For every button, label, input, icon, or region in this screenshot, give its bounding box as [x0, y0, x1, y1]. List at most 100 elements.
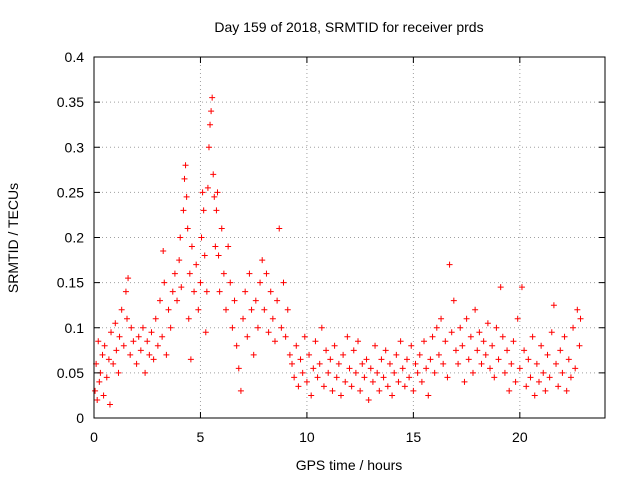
- data-point: [570, 324, 577, 331]
- data-point: [128, 324, 135, 331]
- data-point: [237, 387, 244, 394]
- data-point: [130, 338, 137, 345]
- data-point: [215, 252, 222, 259]
- data-point: [395, 378, 402, 385]
- data-point: [106, 401, 113, 408]
- data-point: [367, 365, 374, 372]
- x-tick-label: 15: [406, 429, 422, 445]
- data-point: [214, 189, 221, 196]
- data-point: [139, 324, 146, 331]
- data-point: [198, 234, 205, 241]
- data-point: [160, 248, 167, 255]
- data-point: [261, 306, 268, 313]
- data-point: [252, 297, 259, 304]
- data-point: [450, 297, 457, 304]
- data-point: [553, 360, 560, 367]
- data-point: [372, 342, 379, 349]
- data-point: [94, 396, 101, 403]
- data-point: [276, 225, 283, 232]
- data-point: [265, 329, 272, 336]
- data-point: [489, 342, 496, 349]
- data-point: [122, 288, 129, 295]
- data-point: [435, 351, 442, 358]
- data-point: [278, 324, 285, 331]
- data-point: [342, 378, 349, 385]
- data-point: [176, 257, 183, 264]
- y-tick-label: 0.05: [57, 365, 84, 381]
- data-point: [108, 329, 115, 336]
- data-point: [391, 369, 398, 376]
- data-point: [195, 306, 202, 313]
- x-tick-label: 20: [512, 429, 528, 445]
- data-point: [337, 392, 344, 399]
- data-point: [223, 306, 230, 313]
- data-point: [286, 351, 293, 358]
- data-point: [181, 175, 188, 182]
- data-point: [267, 288, 274, 295]
- data-point: [423, 365, 430, 372]
- data-point: [421, 338, 428, 345]
- data-point: [318, 324, 325, 331]
- data-point: [248, 306, 255, 313]
- data-point: [320, 383, 327, 390]
- y-tick-label: 0.4: [65, 49, 85, 65]
- data-point: [229, 324, 236, 331]
- data-point: [297, 356, 304, 363]
- data-point: [207, 121, 214, 128]
- data-point: [472, 306, 479, 313]
- data-point: [550, 302, 557, 309]
- data-point: [378, 356, 385, 363]
- data-point: [333, 374, 340, 381]
- data-point: [199, 189, 206, 196]
- data-point: [101, 342, 108, 349]
- data-point: [506, 387, 513, 394]
- data-point: [169, 288, 176, 295]
- data-point: [389, 392, 396, 399]
- data-point: [577, 315, 584, 322]
- y-tick-label: 0: [76, 410, 84, 426]
- data-point: [452, 347, 459, 354]
- data-point: [203, 288, 210, 295]
- data-point: [425, 392, 432, 399]
- data-point: [182, 162, 189, 169]
- data-point: [186, 270, 193, 277]
- data-point: [220, 270, 227, 277]
- data-point: [418, 378, 425, 385]
- data-point: [154, 342, 161, 349]
- data-point: [100, 392, 107, 399]
- data-point: [314, 374, 321, 381]
- data-point: [127, 351, 134, 358]
- data-point: [316, 360, 323, 367]
- data-point: [544, 351, 551, 358]
- data-point: [535, 378, 542, 385]
- data-point: [282, 333, 289, 340]
- data-point: [291, 374, 298, 381]
- data-point: [144, 338, 151, 345]
- data-point: [508, 360, 515, 367]
- data-point: [455, 360, 462, 367]
- data-point: [408, 342, 415, 349]
- data-point: [163, 351, 170, 358]
- data-point: [440, 360, 447, 367]
- y-tick-label: 0.15: [57, 275, 84, 291]
- data-point: [148, 329, 155, 336]
- data-point: [312, 338, 319, 345]
- data-point: [459, 342, 466, 349]
- data-point: [197, 279, 204, 286]
- data-point: [110, 360, 117, 367]
- data-point: [263, 270, 270, 277]
- data-point: [118, 306, 125, 313]
- data-point: [303, 378, 310, 385]
- data-point: [289, 360, 296, 367]
- data-point: [546, 374, 553, 381]
- data-point: [540, 369, 547, 376]
- data-point: [225, 243, 232, 250]
- data-point: [365, 396, 372, 403]
- data-point: [204, 184, 211, 191]
- data-point: [105, 356, 112, 363]
- data-point: [484, 320, 491, 327]
- data-point: [233, 342, 240, 349]
- data-point: [171, 270, 178, 277]
- data-point: [269, 315, 276, 322]
